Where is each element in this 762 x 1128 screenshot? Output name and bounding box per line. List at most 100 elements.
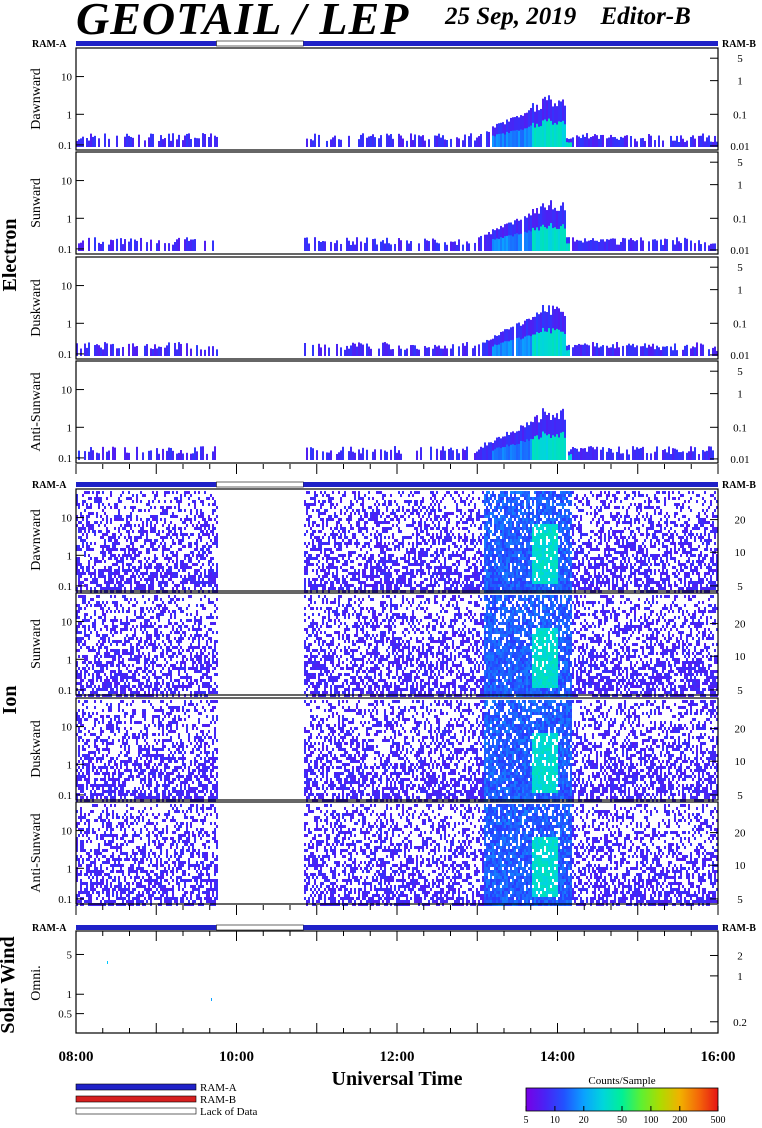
ion-cell xyxy=(356,509,358,512)
ion-cell xyxy=(420,542,422,545)
ion-cell xyxy=(182,563,184,566)
ion-cell xyxy=(92,581,94,584)
ion-cell xyxy=(372,587,374,590)
ion-cell xyxy=(102,503,104,506)
ion-cell xyxy=(562,527,564,530)
ion-cell xyxy=(118,518,120,521)
ion-cell xyxy=(190,545,192,548)
electron-cell xyxy=(370,348,372,356)
ion-cell xyxy=(310,533,312,536)
electron-cell xyxy=(482,342,484,356)
electron-cell xyxy=(392,138,394,147)
ion-cell xyxy=(514,554,516,557)
ion-cell xyxy=(194,542,196,545)
electron-cell-core xyxy=(568,455,570,460)
electron-cell-core xyxy=(550,437,552,460)
ion-cell xyxy=(192,524,194,527)
y-tick-label-right: 5 xyxy=(737,366,743,378)
ion-cell xyxy=(494,539,496,542)
ion-cell xyxy=(514,491,516,494)
ion-cell xyxy=(500,500,502,503)
ion-cell xyxy=(110,575,112,578)
electron-cell-core xyxy=(508,235,510,251)
electron-cell xyxy=(712,450,714,460)
ion-cell xyxy=(502,530,504,533)
ion-cell xyxy=(546,587,548,590)
ion-cell xyxy=(118,575,120,578)
ion-cell xyxy=(488,491,490,494)
electron-cell xyxy=(188,240,190,251)
ion-cell xyxy=(580,524,582,527)
ion-cell xyxy=(572,530,574,533)
ion-cell xyxy=(506,578,508,581)
ion-cell xyxy=(118,515,120,518)
ion-cell xyxy=(310,584,312,587)
ion-cell xyxy=(440,578,442,581)
ion-cell xyxy=(328,539,330,542)
ion-cell xyxy=(126,524,128,527)
ion-cell xyxy=(486,569,488,572)
ion-cell xyxy=(490,563,492,566)
electron-cell-core xyxy=(520,129,522,147)
ion-cell xyxy=(158,530,160,533)
electron-cell-core xyxy=(538,439,540,460)
ion-cell xyxy=(494,509,496,512)
ion-cell xyxy=(440,509,442,512)
ion-cell xyxy=(524,557,526,560)
ion-cell xyxy=(328,497,330,500)
ion-cell xyxy=(102,569,104,572)
ion-cell xyxy=(482,587,484,590)
electron-cell xyxy=(692,451,694,460)
ion-cell xyxy=(420,584,422,587)
ion-cell xyxy=(434,512,436,515)
electron-cell xyxy=(340,450,342,460)
ion-cell xyxy=(330,500,332,503)
ion-cell xyxy=(118,542,120,545)
ion-cell xyxy=(350,506,352,509)
ion-cell xyxy=(586,554,588,557)
ion-cell xyxy=(110,554,112,557)
ion-cell xyxy=(564,554,566,557)
ion-cell xyxy=(210,566,212,569)
ion-cell xyxy=(190,494,192,497)
electron-cell-core xyxy=(510,444,512,460)
ion-cell xyxy=(100,575,102,578)
ion-cell xyxy=(180,527,182,530)
ion-cell xyxy=(520,503,522,506)
ion-cell xyxy=(532,533,534,536)
ion-cell xyxy=(540,491,542,494)
ion-cell xyxy=(574,575,576,578)
electron-cell xyxy=(372,451,374,460)
ion-cell xyxy=(558,494,560,497)
electron-cell xyxy=(166,450,168,460)
ion-cell xyxy=(332,575,334,578)
ion-cell xyxy=(304,533,306,536)
ion-cell xyxy=(514,518,516,521)
electron-cell xyxy=(456,244,458,251)
electron-cell xyxy=(650,346,652,356)
ion-cell xyxy=(508,500,510,503)
ion-cell xyxy=(84,491,86,494)
ion-cell xyxy=(430,497,432,500)
ion-cell xyxy=(190,542,192,545)
electron-cell xyxy=(136,446,138,460)
ion-cell xyxy=(176,563,178,566)
ion-cell xyxy=(508,563,510,566)
ion-cell xyxy=(130,587,132,590)
ion-cell xyxy=(362,569,364,572)
ion-cell xyxy=(390,518,392,521)
ion-cell xyxy=(346,536,348,539)
ion-cell xyxy=(114,554,116,557)
ion-cell xyxy=(440,569,442,572)
ion-cell xyxy=(542,494,544,497)
ion-cell xyxy=(356,500,358,503)
ion-cell xyxy=(330,518,332,521)
ion-cell xyxy=(336,557,338,560)
electron-cell xyxy=(134,239,136,251)
ion-cell xyxy=(148,563,150,566)
ion-cell xyxy=(454,536,456,539)
ion-cell xyxy=(330,497,332,500)
ion-cell xyxy=(344,506,346,509)
ion-cell xyxy=(504,563,506,566)
ion-cell xyxy=(532,575,534,578)
